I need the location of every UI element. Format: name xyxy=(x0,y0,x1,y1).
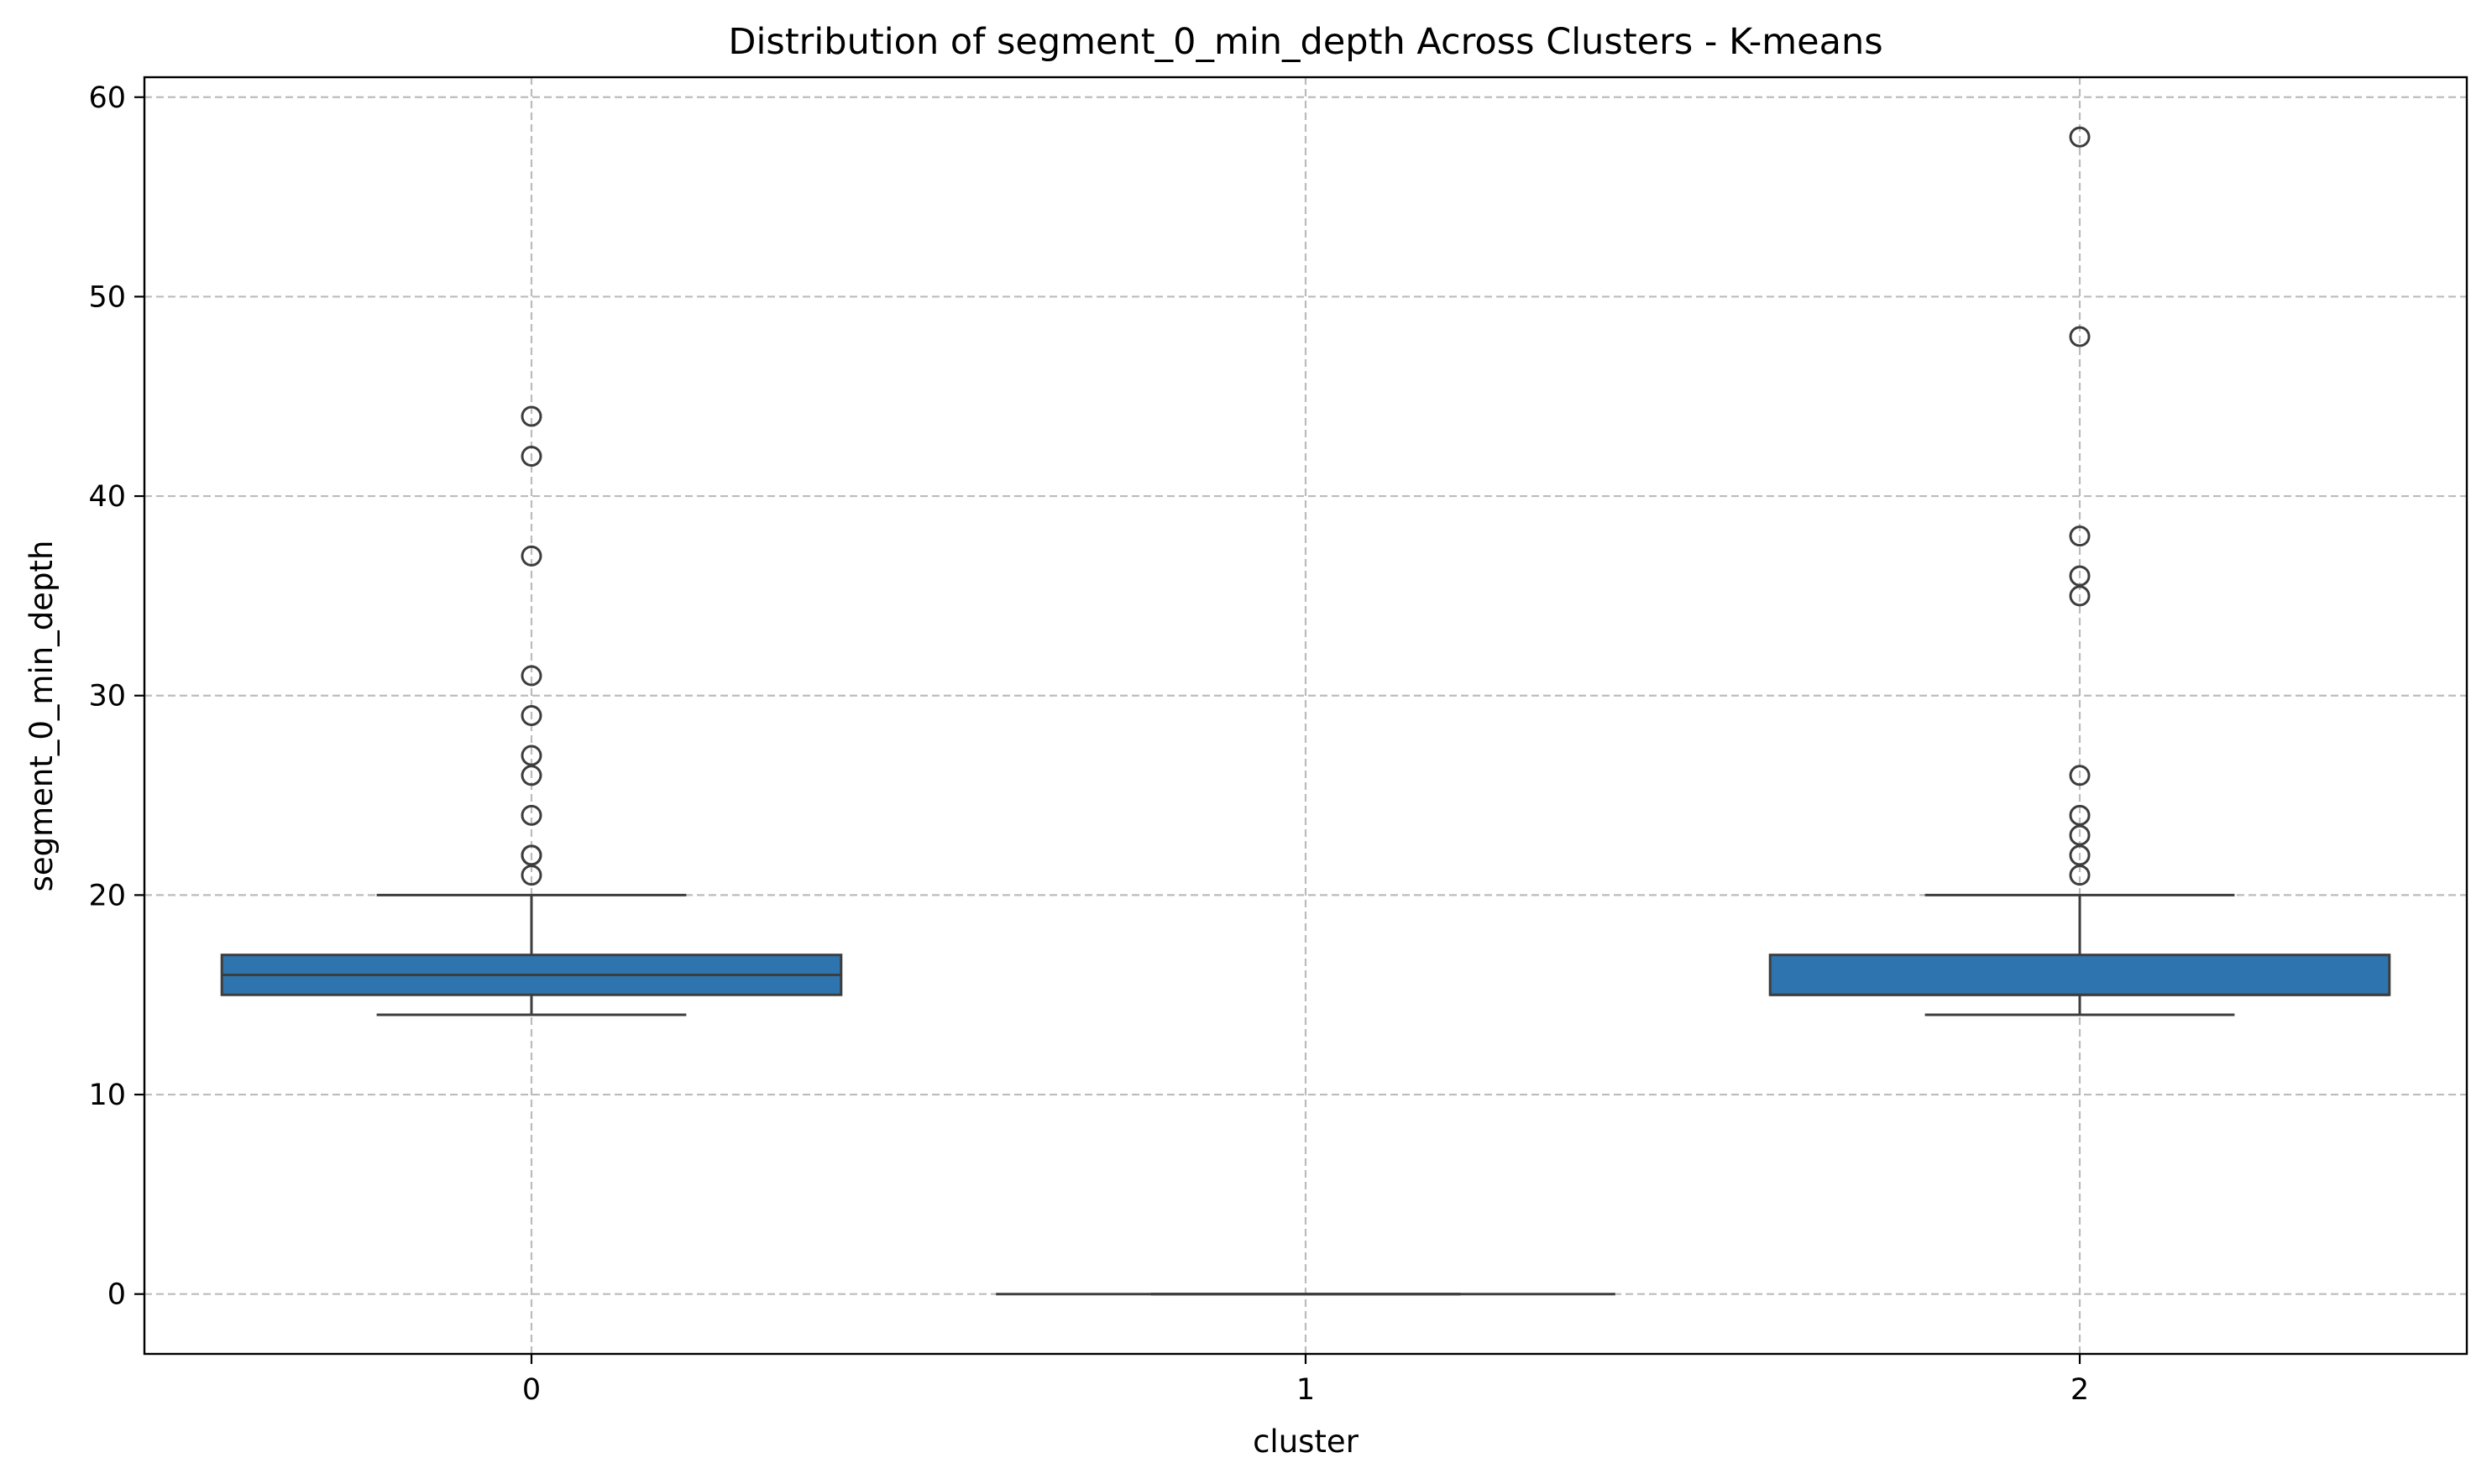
outlier-point xyxy=(2069,585,2091,607)
outlier-point xyxy=(2069,865,2091,886)
outlier-point xyxy=(2069,525,2091,547)
outlier-point xyxy=(2069,804,2091,826)
outlier-point xyxy=(521,765,542,786)
y-tick-label: 30 xyxy=(88,680,126,713)
plot-marks xyxy=(220,126,2391,1296)
outlier-point xyxy=(2069,126,2091,148)
x-tick-label: 0 xyxy=(522,1373,541,1407)
outlier-point xyxy=(2069,326,2091,347)
outlier-point xyxy=(521,545,542,567)
y-axis-label: segment_0_min_depth xyxy=(24,541,60,892)
outlier-point xyxy=(2069,824,2091,846)
outlier-point xyxy=(2069,765,2091,786)
y-tick-label: 10 xyxy=(88,1079,126,1112)
y-tick-label: 60 xyxy=(88,81,126,115)
y-tick-label: 40 xyxy=(88,480,126,514)
axes: 0 10 20 30 40 50 60 0 1 2 xyxy=(88,76,2468,1407)
x-axis-label: cluster xyxy=(1253,1424,1359,1460)
outlier-point xyxy=(521,865,542,886)
outlier-point xyxy=(521,446,542,468)
box-group-cluster-0 xyxy=(220,405,843,1016)
outlier-point xyxy=(521,705,542,726)
y-tick-label: 20 xyxy=(88,879,126,912)
outlier-point xyxy=(2069,565,2091,587)
outlier-point xyxy=(2069,844,2091,866)
outlier-point xyxy=(521,804,542,826)
outlier-point xyxy=(521,745,542,766)
outlier-point xyxy=(521,405,542,427)
grid-lines xyxy=(144,77,2467,1354)
outlier-point xyxy=(521,844,542,866)
outlier-point xyxy=(521,665,542,687)
x-tick-label: 1 xyxy=(1296,1373,1315,1407)
y-tick-label: 50 xyxy=(88,280,126,314)
iqr-box xyxy=(1768,954,2391,996)
box-group-cluster-2 xyxy=(1768,126,2391,1016)
chart-title: Distribution of segment_0_min_depth Acro… xyxy=(728,21,1882,63)
x-tick-label: 2 xyxy=(2071,1373,2089,1407)
y-tick-label: 0 xyxy=(107,1278,126,1312)
